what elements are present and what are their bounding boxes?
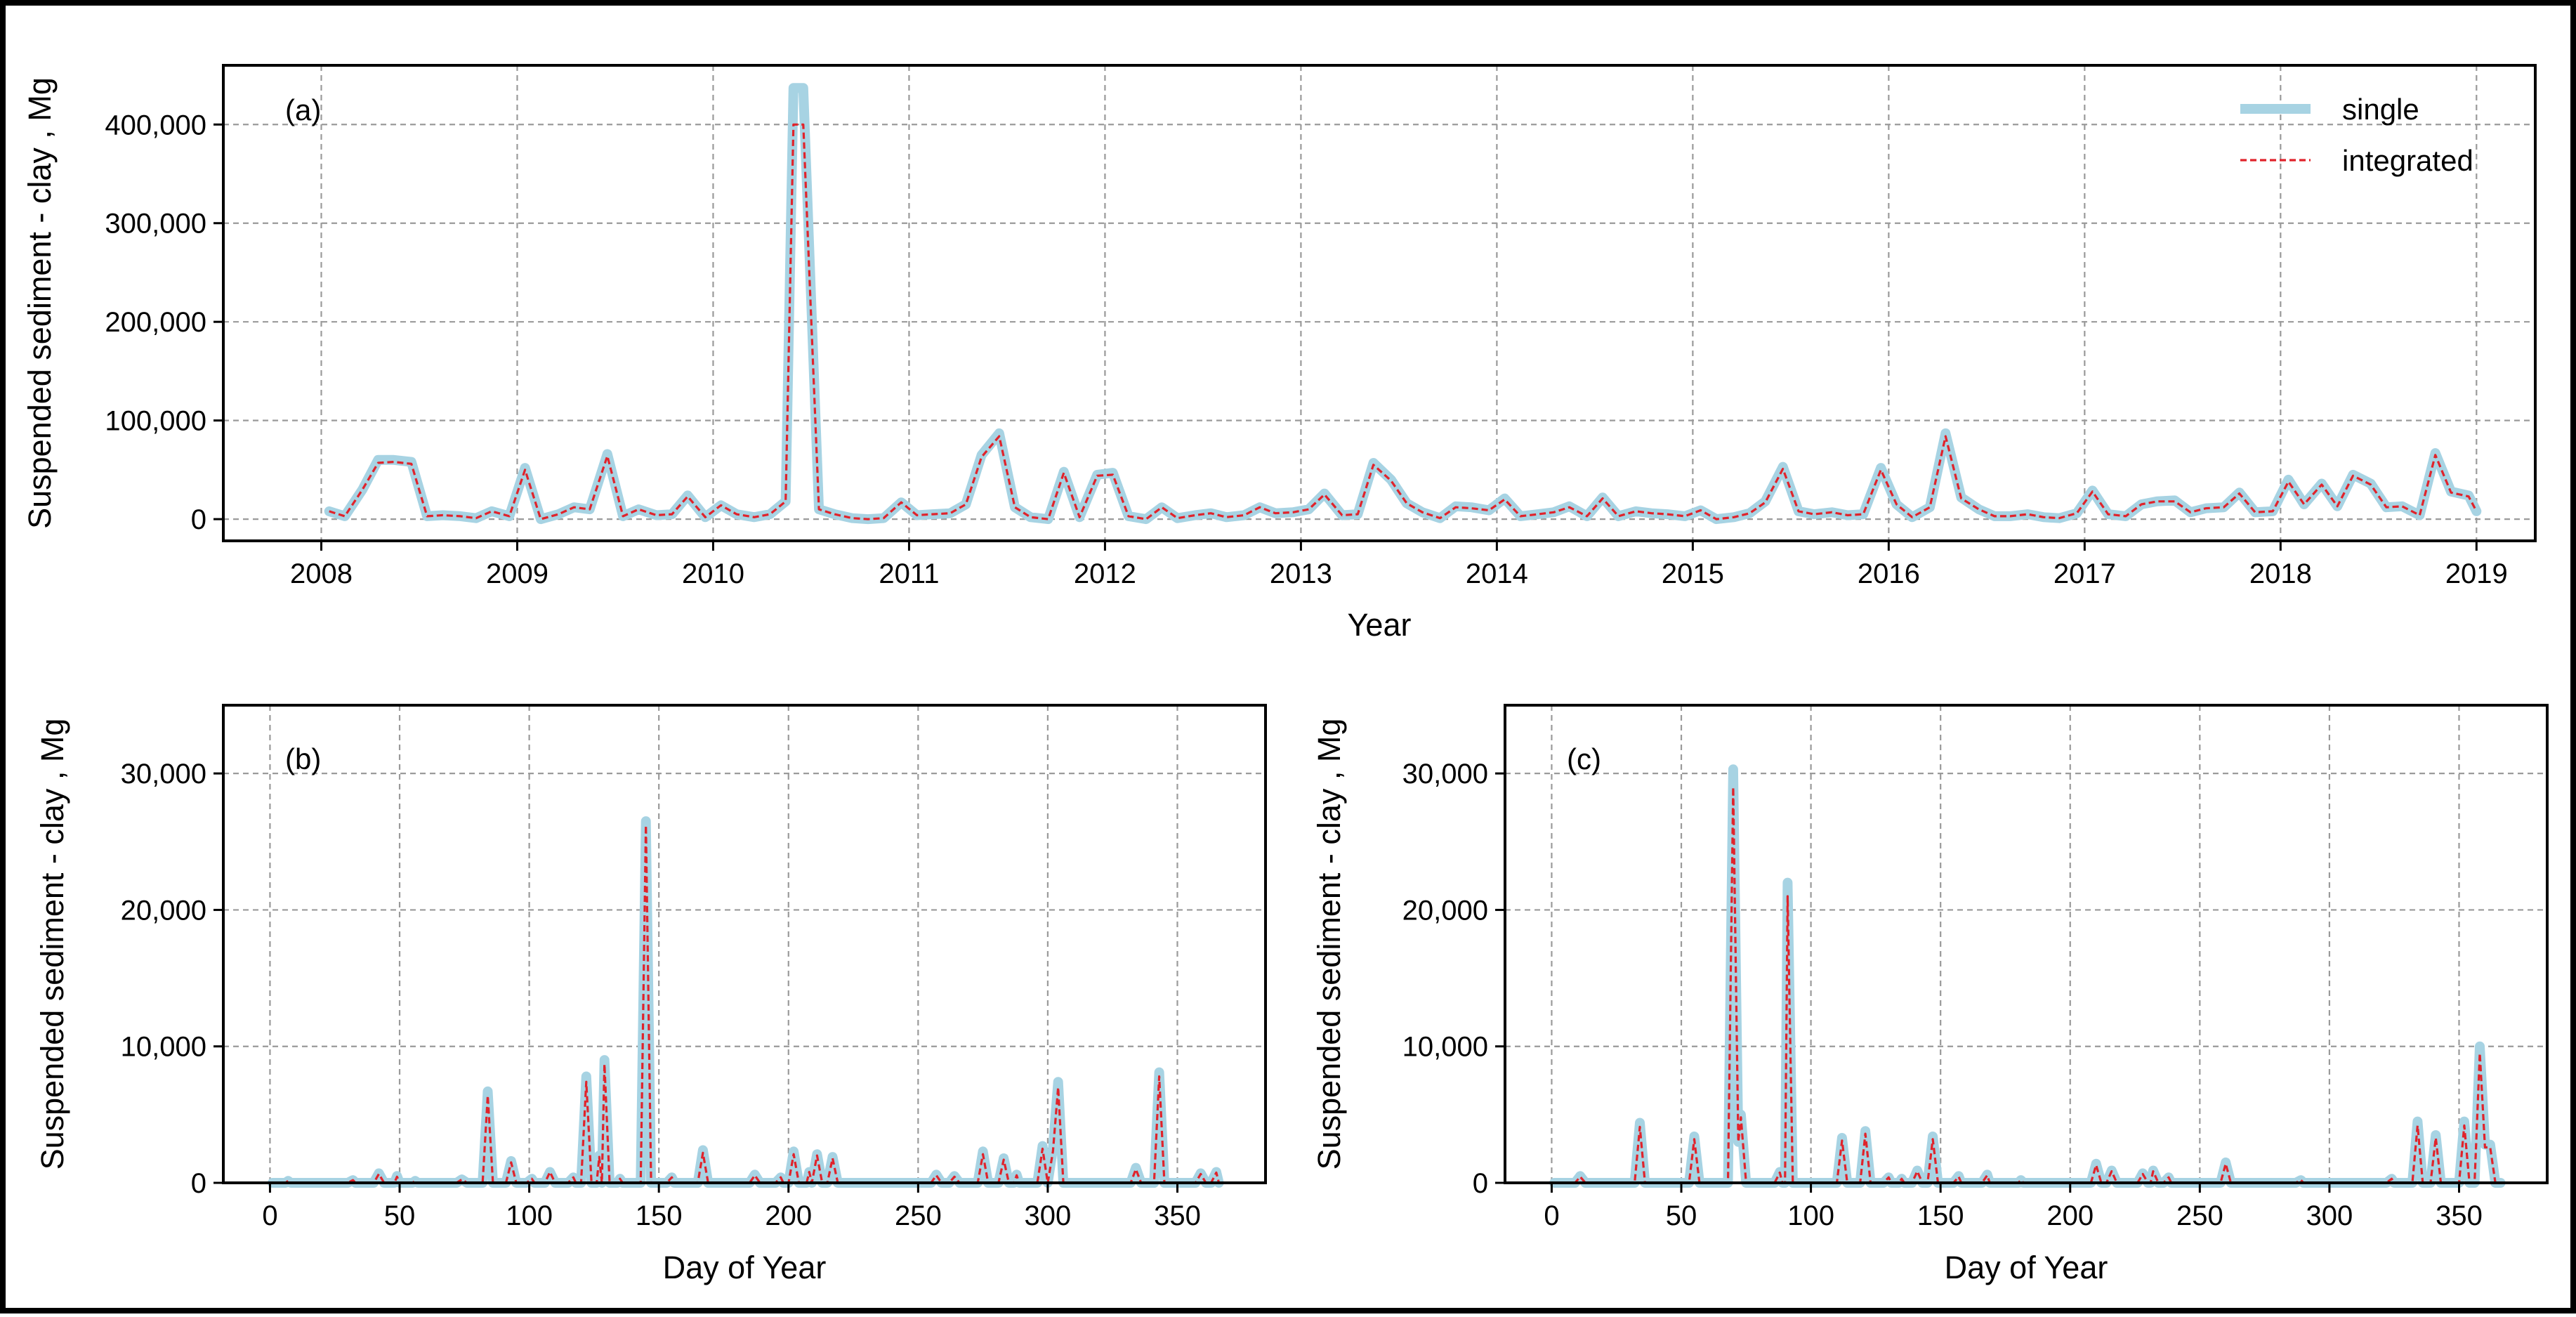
panel-a-y-tick-label-0: 0 [191,504,206,535]
panel-c-ticks: 0 50 100 150 200 250 300 350 0 10,000 20,000 30,000 [1402,759,2483,1231]
panel-b-x-tick-label-4: 200 [765,1200,812,1231]
panel-b-y-tick-label-2: 20,000 [121,895,206,926]
panel-a-y-tick-label-3: 300,000 [105,209,206,240]
panel-a-x-tick-label-0: 2008 [290,558,353,589]
panel-a-x-tick-label-6: 2014 [1466,558,1528,589]
panel-a-series-integrated-line [329,123,2478,520]
panel-c-y-tick-label-3: 30,000 [1402,759,1488,789]
panel-b-x-tick-label-1: 50 [384,1200,416,1231]
panel-b-y-tick-label-0: 0 [191,1168,206,1199]
panel-b-series-integrated-line [272,824,1221,1184]
panel-a-x-axis-label: Year [1348,607,1412,643]
panel-a-y-tick-label-4: 400,000 [105,110,206,140]
panel-a-x-tick-label-3: 2011 [879,558,939,589]
panel-b-x-tick-label-0: 0 [262,1200,277,1231]
panel-c-y-tick-label-2: 20,000 [1402,895,1488,926]
panel-c-y-tick-label-0: 0 [1473,1168,1488,1199]
panel-a-x-tick-label-8: 2016 [1858,558,1920,589]
panel-a-ticks: 2008 2009 2010 2011 2012 2013 2014 2015 2016 2017… [105,110,2507,589]
panel-c-x-tick-label-0: 0 [1544,1200,1559,1231]
panel-a-axes-frame [222,64,2537,542]
panel-c-axes-frame [1504,704,2549,1184]
panel-b-x-tick-label-6: 300 [1025,1200,1072,1231]
panel-a-grid [223,65,2535,541]
legend-label-integrated: integrated [2342,144,2473,177]
panel-a-y-tick-label-2: 200,000 [105,307,206,338]
panel-c-x-tick-label-1: 50 [1666,1200,1697,1231]
panel-a-y-axis-label: Suspended sediment - clay , Mg [22,77,58,529]
panel-b-y-tick-label-3: 30,000 [121,759,206,789]
panel-b-grid [223,705,1266,1184]
panel-c-x-tick-label-6: 300 [2306,1200,2353,1231]
panel-a-legend: single integrated [2240,93,2473,177]
panel-a-x-tick-label-4: 2012 [1074,558,1136,589]
panel-c-y-tick-label-1: 10,000 [1402,1032,1488,1063]
panel-a-x-tick-label-9: 2017 [2053,558,2116,589]
panel-a-x-tick-label-2: 2010 [682,558,744,589]
panel-a-label: (a) [285,93,321,126]
panel-b-x-tick-label-5: 250 [895,1200,942,1231]
panel-c-y-axis-label: Suspended sediment - clay , Mg [1311,719,1347,1170]
panel-a: 2008 2009 2010 2011 2012 2013 2014 2015 2016 2017… [22,64,2537,643]
panel-c-x-tick-label-5: 250 [2176,1200,2223,1231]
panel-b-y-axis-label: Suspended sediment - clay , Mg [34,719,70,1170]
panel-a-x-tick-label-11: 2019 [2445,558,2508,589]
panel-c-label: (c) [1567,742,1601,775]
panel-b-x-tick-label-7: 350 [1154,1200,1201,1231]
panel-b: 0 50 100 150 200 250 300 350 0 10,000 20,000 30,000… [34,704,1267,1285]
panel-a-x-tick-label-7: 2015 [1662,558,1724,589]
panel-c-x-axis-label: Day of Year [1945,1250,2108,1285]
panel-c: 0 50 100 150 200 250 300 350 0 10,000 20,000 30,000… [1311,704,2549,1285]
panel-a-x-tick-label-1: 2009 [486,558,548,589]
panel-a-x-tick-label-10: 2018 [2249,558,2312,589]
panel-b-label: (b) [285,742,321,775]
panel-a-x-tick-label-5: 2013 [1270,558,1332,589]
panel-c-x-tick-label-2: 100 [1787,1200,1834,1231]
panel-b-x-tick-label-2: 100 [506,1200,553,1231]
panel-b-x-axis-label: Day of Year [663,1250,827,1285]
panel-c-x-tick-label-4: 200 [2046,1200,2094,1231]
panel-b-y-tick-label-1: 10,000 [121,1032,206,1063]
panel-a-series [324,83,2482,525]
panel-c-x-tick-label-3: 150 [1917,1200,1964,1231]
panel-b-axes-frame [222,704,1267,1184]
panel-a-y-tick-label-1: 100,000 [105,406,206,437]
panel-b-x-tick-label-3: 150 [636,1200,683,1231]
legend-label-single: single [2342,93,2419,126]
panel-c-x-tick-label-7: 350 [2436,1200,2483,1231]
panel-b-ticks: 0 50 100 150 200 250 300 350 0 10,000 20,000 30,000 [121,759,1201,1231]
